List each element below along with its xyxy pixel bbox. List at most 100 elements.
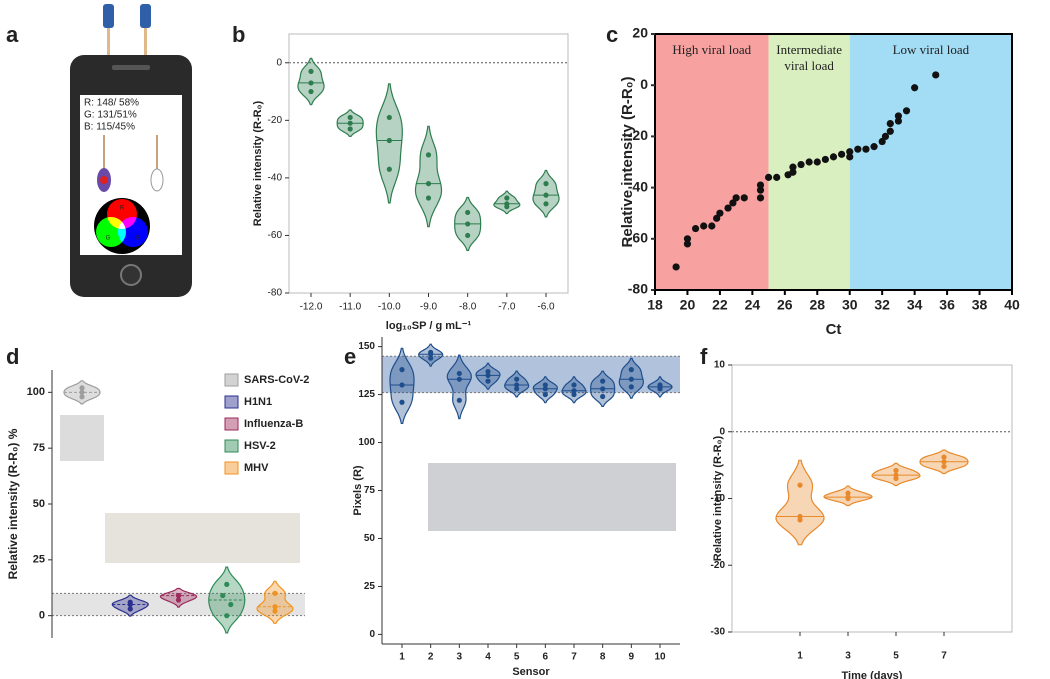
x-tick-label: -11.0 — [339, 302, 361, 313]
point — [175, 597, 182, 603]
x-axis-label: Time (days) — [842, 670, 903, 679]
y-tick-label: 0 — [640, 76, 648, 92]
y-tick-label: 50 — [33, 498, 45, 510]
x-tick-label: 1 — [797, 651, 803, 662]
point — [797, 517, 803, 523]
y-tick-label: -20 — [628, 127, 648, 143]
point — [716, 209, 724, 217]
legend-label: Influenza-B — [244, 418, 303, 430]
point — [465, 209, 471, 216]
point — [308, 80, 314, 86]
region-label-box: High viral load — [672, 42, 752, 57]
point — [846, 148, 854, 156]
point — [628, 376, 634, 382]
legend-swatch — [224, 417, 239, 431]
point — [386, 166, 392, 172]
photo-inset — [60, 415, 104, 461]
wheel-label: B — [136, 236, 140, 242]
swab-head — [150, 168, 164, 192]
panel-label: d — [6, 344, 19, 369]
y-tick-label: -40 — [268, 173, 283, 184]
swab-spot — [100, 176, 108, 184]
point — [894, 112, 903, 120]
point — [272, 608, 278, 614]
home-button — [120, 264, 142, 286]
y-tick-label: -20 — [711, 560, 726, 571]
point — [911, 84, 919, 92]
y-tick-label: -80 — [268, 288, 283, 299]
wheel-green — [96, 217, 126, 247]
x-tick-label: 6 — [543, 652, 549, 663]
point — [713, 214, 721, 222]
point — [893, 475, 899, 482]
photo-inset — [105, 513, 300, 563]
region-label: High viral load — [672, 42, 752, 57]
x-tick-label: 3 — [457, 652, 463, 663]
point — [456, 370, 462, 377]
x-tick-label: 26 — [777, 297, 793, 313]
point — [628, 367, 634, 373]
point — [870, 143, 878, 151]
y-tick-label: 150 — [358, 341, 375, 352]
swab-cap — [103, 4, 114, 28]
x-tick-label: 5 — [514, 652, 520, 663]
point — [628, 384, 634, 390]
legend-label: MHV — [244, 462, 269, 474]
y-tick-label: 25 — [33, 554, 45, 566]
y-tick-label: 0 — [719, 426, 725, 437]
panel-label: b — [232, 22, 245, 47]
point — [838, 150, 846, 158]
y-tick-label: -80 — [628, 281, 648, 297]
y-tick-label: 100 — [358, 437, 375, 448]
point — [571, 382, 577, 388]
y-tick-label: -20 — [268, 115, 283, 126]
y-axis-label: Pixels (R) — [352, 465, 364, 515]
y-tick-label: 0 — [276, 57, 282, 68]
point — [347, 120, 353, 126]
point — [399, 399, 405, 405]
point — [175, 592, 182, 599]
x-axis-label: Sensor — [512, 666, 550, 678]
point — [773, 173, 781, 181]
x-axis-label: Ct — [826, 321, 842, 338]
violin — [775, 459, 825, 546]
point — [543, 181, 549, 187]
phone-illustration: R G B R: 148/ 58% G: 131/51% B: 115/45% — [70, 4, 192, 297]
point — [789, 168, 797, 176]
point — [683, 240, 692, 248]
y-axis-label: Relative intensity (R-R₀) — [619, 77, 636, 248]
point — [79, 385, 85, 391]
y-axis-label: Relative intensity (R-R₀) — [712, 435, 724, 561]
x-tick-label: 40 — [1004, 297, 1020, 313]
point — [272, 604, 278, 610]
legend-label: H1N1 — [244, 396, 272, 408]
point — [504, 195, 510, 201]
point — [932, 71, 940, 79]
point — [465, 232, 471, 239]
point — [224, 581, 230, 588]
y-tick-label: 25 — [364, 581, 376, 592]
x-tick-label: 30 — [842, 297, 858, 313]
point — [894, 117, 903, 125]
point — [740, 194, 748, 202]
color-wheel — [96, 199, 148, 247]
point — [571, 391, 577, 398]
x-tick-label: 34 — [907, 297, 923, 313]
readout: R: 148/ 58% — [84, 98, 139, 109]
point — [941, 463, 947, 470]
legend-swatch — [224, 461, 239, 475]
point — [829, 153, 838, 161]
point — [600, 386, 606, 392]
point — [425, 195, 432, 201]
legend-label: SARS-CoV-2 — [244, 374, 309, 386]
point — [399, 382, 405, 388]
point — [854, 145, 862, 153]
y-tick-label: -40 — [628, 178, 648, 194]
point — [542, 382, 548, 388]
y-tick-label: 50 — [364, 533, 376, 544]
point — [886, 127, 894, 135]
x-tick-label: -7.0 — [498, 302, 516, 313]
point — [224, 613, 230, 619]
wheel-label: R — [120, 206, 125, 212]
y-tick-label: 75 — [364, 485, 376, 496]
